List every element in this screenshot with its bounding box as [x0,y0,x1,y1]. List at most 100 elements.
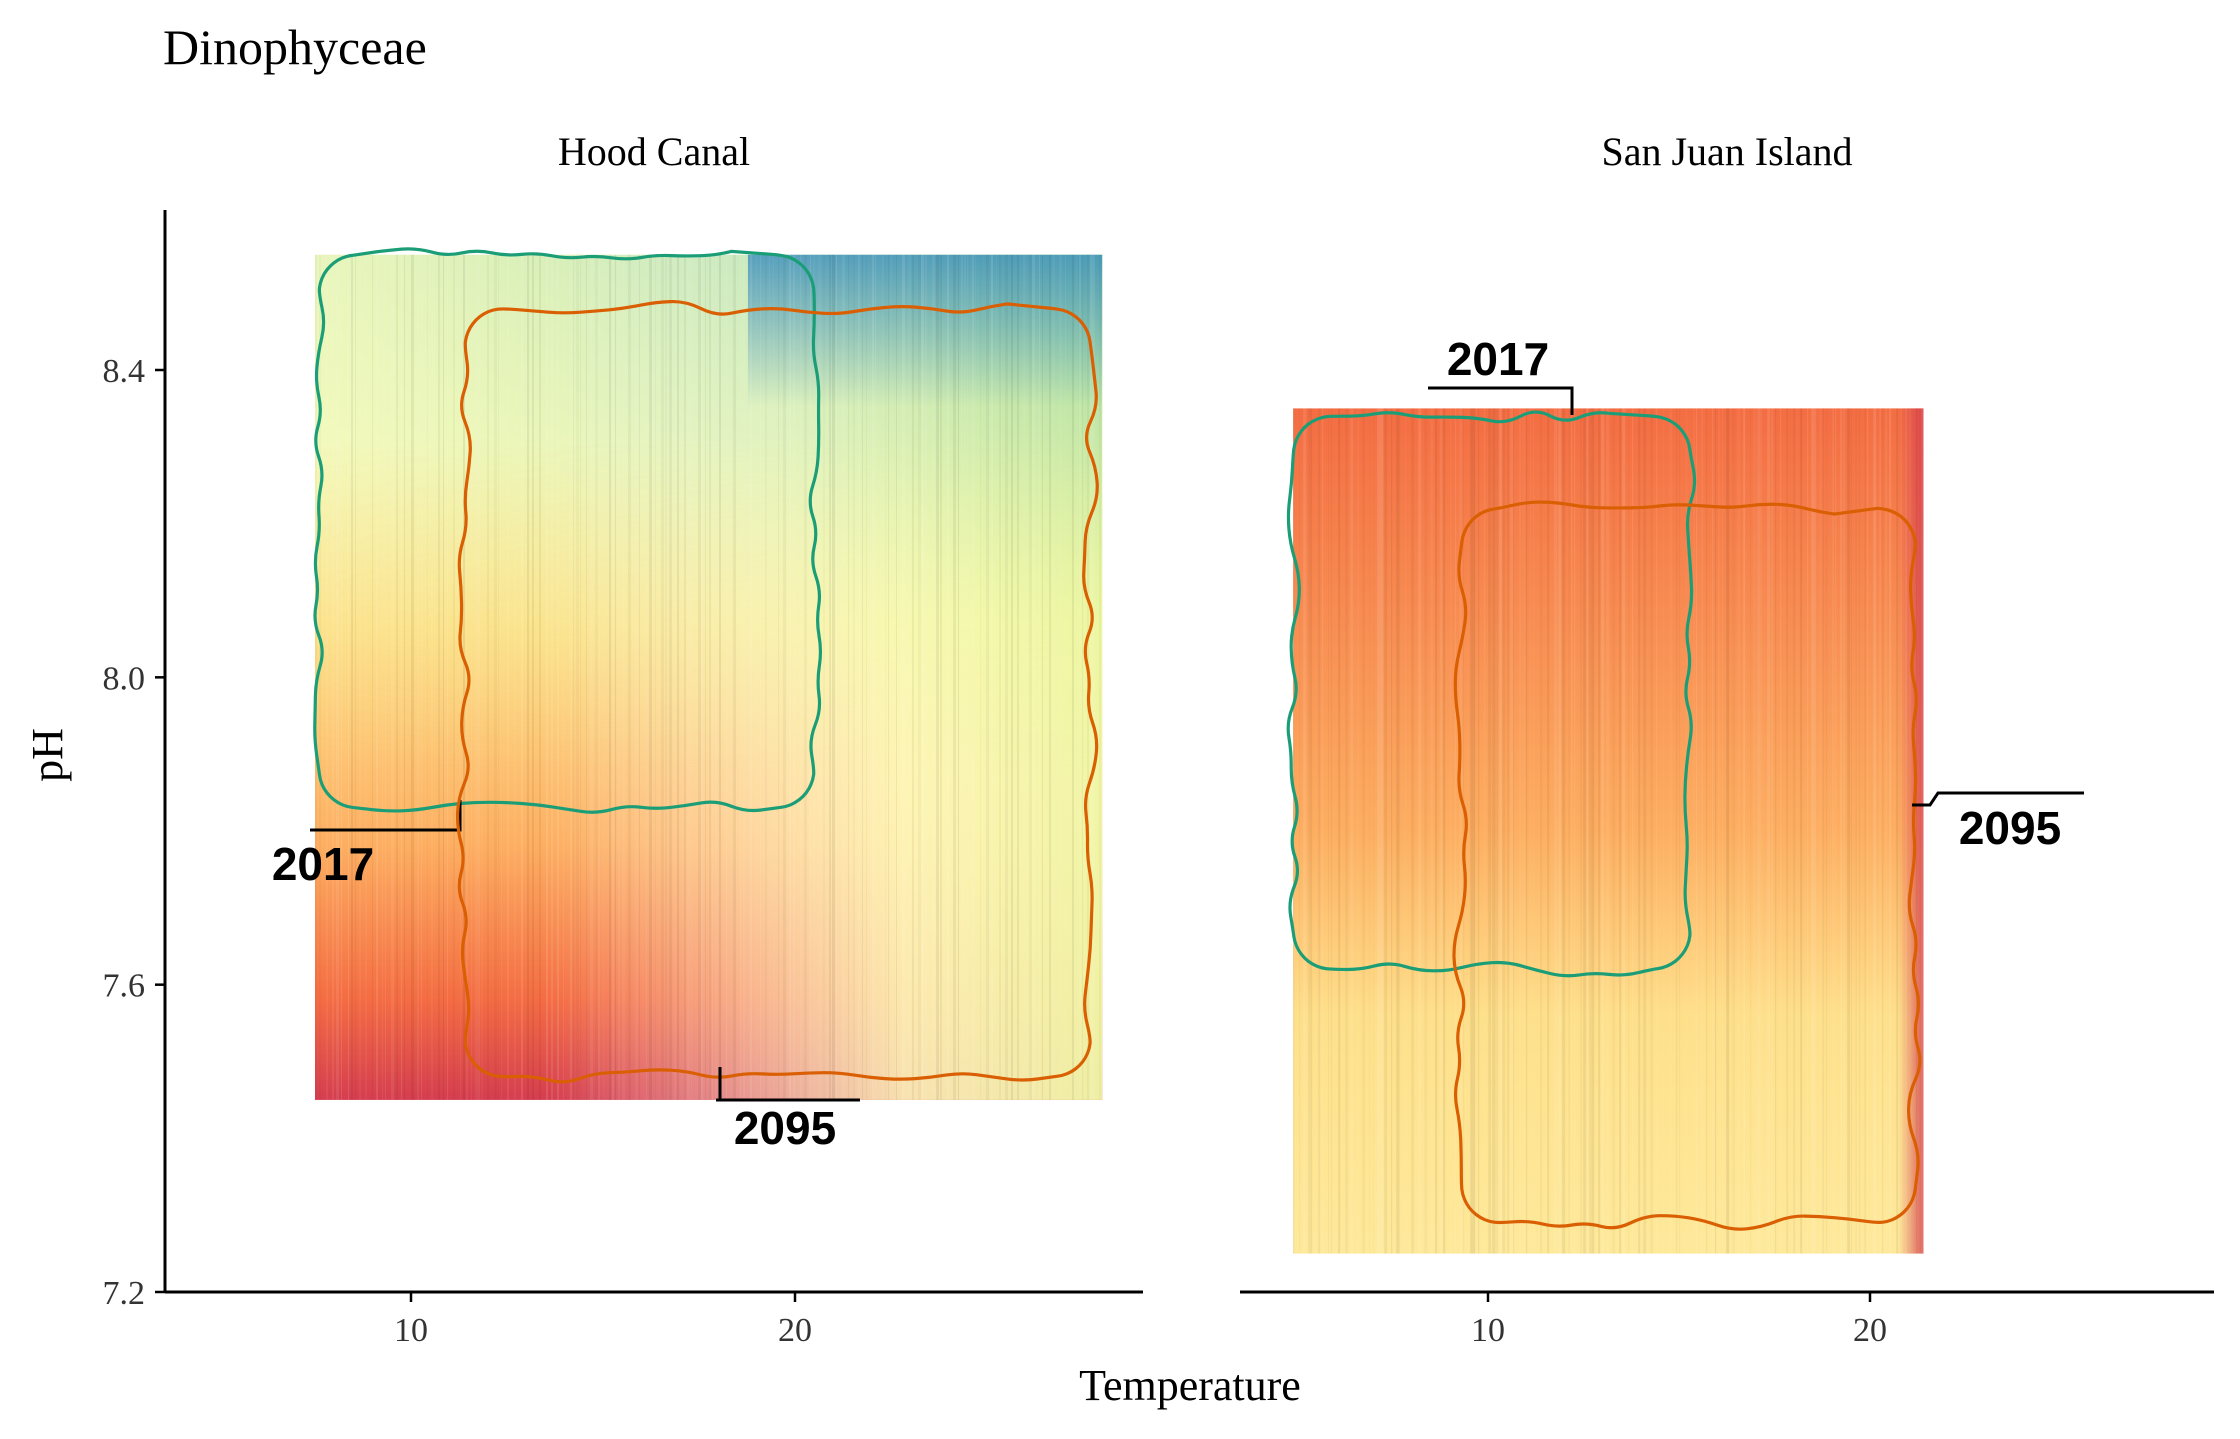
heatmap-stripe [1510,408,1514,1254]
heatmap-stripe [1900,408,1903,1254]
heatmap-top-overlay [747,254,1103,509]
heatmap-stripe [551,254,553,1100]
heatmap-stripe [1580,408,1582,1253]
heatmap-stripe [1011,254,1013,1100]
heatmap-stripe [1384,408,1388,1254]
heatmap-stripe [1864,408,1866,1253]
heatmap-stripe [1819,408,1823,1254]
heatmap-stripe [1771,408,1774,1254]
heatmap-stripe [1065,254,1066,1100]
contour-label: 2017 [1447,333,1549,385]
heatmap-stripe [896,254,897,1100]
heatmap-stripe [740,254,741,1100]
heatmap-stripe [1391,408,1393,1254]
heatmap-stripe [1338,408,1341,1254]
heatmap-stripe [1377,408,1381,1254]
heatmap-stripe [1530,408,1532,1254]
heatmap-stripe [872,254,874,1100]
heatmap-stripe [964,254,966,1100]
heatmap-stripe [996,254,997,1100]
heatmap-stripe [598,254,600,1100]
x-tick-label: 10 [1471,1312,1505,1349]
heatmap-stripe [612,254,614,1100]
y-tick-label: 8.0 [103,660,146,697]
heatmap-stripe [1318,408,1321,1254]
contour-2017 [313,247,823,814]
heatmap-stripe [661,255,664,1100]
heatmap-stripe [1889,408,1892,1254]
heatmap-stripe [463,254,465,1100]
heatmap-stripe [557,254,559,1100]
heatmap-stripe [1885,408,1888,1254]
heatmap-stripe [1693,408,1696,1254]
heatmap-stripe [1750,408,1751,1253]
heatmap-stripe [1049,254,1051,1100]
heatmap-stripe [1867,408,1869,1254]
heatmap-stripe [769,254,770,1100]
heatmap-stripe [1793,408,1796,1254]
heatmap-stripes [326,254,1101,1100]
heatmap-stripe [1082,255,1083,1100]
heatmap-stripe [773,254,774,1100]
heatmap-stripe [570,254,572,1100]
heatmap-stripe [1079,254,1081,1100]
heatmap-stripe [1840,408,1843,1254]
heatmap-stripe [1495,408,1498,1253]
heatmap-stripe [677,254,679,1100]
heatmap-stripe [882,254,884,1100]
heatmap-stripe [1767,408,1771,1254]
heatmap-stripe [1547,408,1550,1254]
y-tick-label: 7.2 [103,1275,146,1312]
heatmap-stripe [1737,408,1741,1254]
heatmap-stripe [372,254,373,1100]
heatmap-stripe [743,254,745,1100]
heatmap-stripe [1775,408,1777,1254]
heatmap-stripe [326,254,328,1100]
heatmap-stripe [1835,408,1837,1254]
heatmap-stripe [1606,408,1610,1254]
heatmap-stripe [1411,408,1414,1253]
heatmap-stripe [447,254,448,1100]
heatmap-stripe [1676,408,1678,1254]
heatmap-stripe [885,255,886,1100]
heatmap-stripe [417,254,419,1100]
heatmap-stripe [1743,408,1746,1254]
heatmap-stripe [848,254,849,1100]
heatmap-stripe [1859,408,1860,1253]
heatmap-stripe [953,254,956,1100]
heatmap-stripe [635,254,638,1100]
heatmap-stripe [1847,408,1851,1254]
heatmap-stripe [719,254,721,1100]
heatmap-stripe [1757,408,1761,1254]
heatmap-stripe [1513,408,1515,1254]
heatmap-stripe [351,254,353,1100]
heatmap-stripe [921,254,924,1100]
heatmap-stripe [980,255,981,1100]
heatmap-stripe [1345,408,1348,1253]
heatmap-stripe [947,254,949,1100]
heatmap-stripe [705,254,706,1100]
heatmap-stripe [1628,408,1629,1253]
heatmap-stripe [789,254,791,1100]
heatmap-stripe [655,255,656,1100]
heatmap-stripe [1099,255,1101,1100]
heatmap-stripe [912,254,914,1100]
heatmap-stripe [1851,408,1853,1254]
panel-hood-canal: Hood Canal 2017 2095 10 20 7.2 7.6 8.0 8.4 [103,129,1143,1349]
heatmap-stripe [1696,408,1698,1254]
heatmap-stripe [1712,408,1714,1254]
heatmap-stripe [1093,254,1095,1100]
heatmap-stripe [1715,408,1717,1254]
heatmap-stripe [832,254,835,1100]
heatmap-tiles [1293,408,1925,1254]
heatmap-stripe [1331,408,1333,1254]
heatmap-stripe [1663,408,1665,1254]
heatmap-stripe [471,254,472,1100]
heatmap-stripe [1396,408,1400,1254]
heatmap-stripe [961,254,963,1100]
heatmap-stripe [1322,408,1324,1254]
heatmap-stripe [1042,254,1043,1100]
heatmap-stripe [1612,408,1615,1253]
heatmap-stripe [348,254,349,1100]
heatmap-stripe [1005,255,1008,1100]
